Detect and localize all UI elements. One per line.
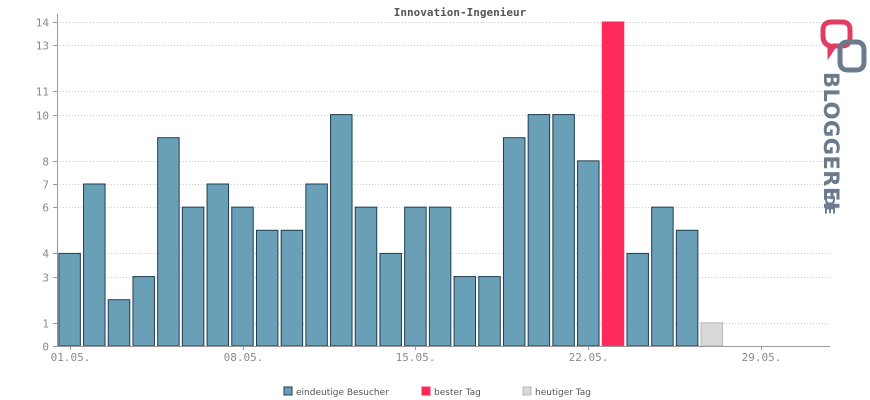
bar [626,252,649,347]
legend-label: eindeutige Besucher [296,388,389,398]
bar [478,276,501,347]
bar [181,206,205,347]
y-tick-label: 7 [42,179,49,192]
y-tick-label: 0 [42,341,49,354]
y-tick-label: 13 [36,40,49,53]
y-tick-label: 10 [36,110,49,123]
legend-label: bester Tag [434,388,481,398]
legend-swatch [522,386,532,396]
legend: eindeutige Besucher bester Tag heutiger Ta… [283,386,591,398]
bloggerei-logo-icon [820,19,867,73]
bar [379,252,402,347]
bar [107,299,131,347]
bars [58,21,724,347]
today-bar [700,322,724,347]
bar [206,183,230,347]
legend-swatch [421,386,431,396]
bar [577,160,600,347]
x-tick-label: 22.05. [569,351,609,364]
y-tick-label: 4 [42,248,49,261]
bar [330,114,353,347]
bar [651,206,674,347]
y-tick-label: 11 [36,86,49,99]
bar [58,252,81,347]
bloggerei-logo[interactable]: BLOGGEREI .DE [819,19,867,215]
chart-title: Innovation-Ingenieur [394,6,527,19]
bar [280,229,304,347]
bar [675,229,699,347]
bar [305,183,328,347]
axes [57,14,830,347]
bar [527,114,551,347]
y-tick-label: 14 [36,17,50,30]
bar [83,183,106,347]
legend-swatch [283,386,293,396]
y-tick-label: 6 [42,202,49,215]
bar [502,137,526,347]
y-tick-label: 8 [42,156,49,169]
legend-item: eindeutige Besucher [283,386,389,398]
x-tick-label: 15.05. [396,351,436,364]
y-tick-label: 1 [42,318,49,331]
bar [231,206,254,347]
legend-label: heutiger Tag [535,388,591,398]
logo-brand-text: BLOGGEREI [819,72,843,210]
bar [157,137,180,347]
x-tick-label: 08.05. [224,351,264,364]
x-tick-label: 01.05. [51,351,91,364]
bar [552,114,575,347]
y-tick-label: 3 [42,272,49,285]
x-tick-label: 29.05. [742,351,782,364]
bar [453,276,477,347]
best-day-bar [601,21,625,347]
bar [428,206,452,347]
bar [255,229,279,347]
legend-item: heutiger Tag [522,386,591,398]
bar [132,276,155,347]
legend-item: bester Tag [421,386,481,398]
logo-suffix-text: .DE [821,190,836,215]
bar [354,206,378,347]
x-axis-ticks: 01.05. 08.05. 15.05. 22.05. 29.05. [51,346,782,364]
bar [404,206,427,347]
